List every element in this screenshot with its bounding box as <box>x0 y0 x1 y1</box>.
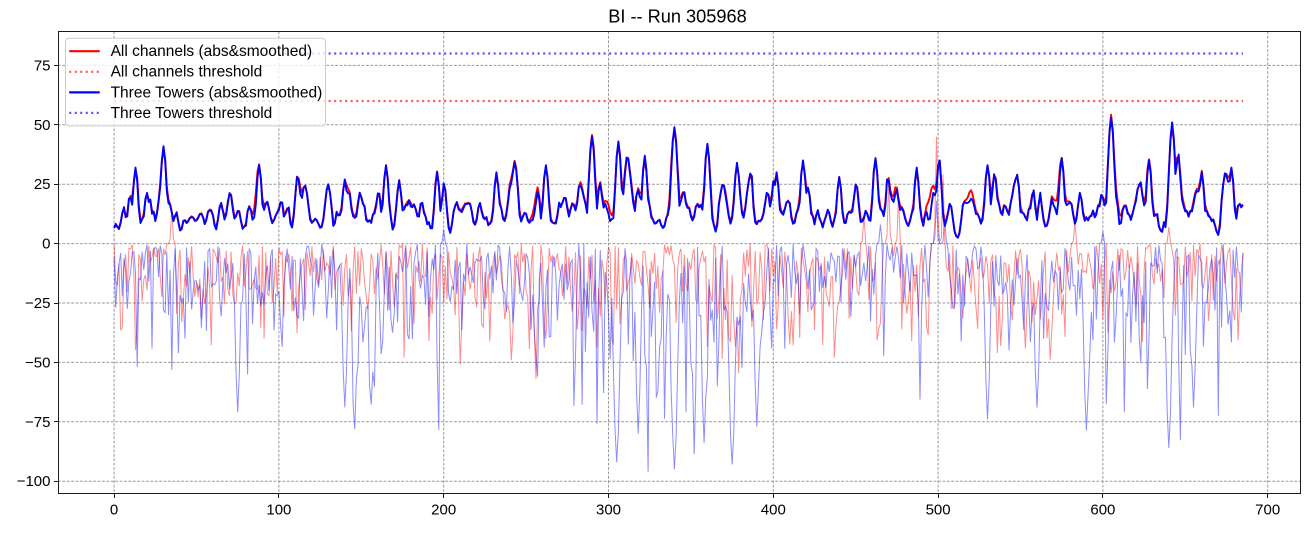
svg-text:−75: −75 <box>25 414 50 431</box>
svg-text:50: 50 <box>34 117 51 134</box>
svg-text:−50: −50 <box>25 354 50 371</box>
svg-text:Three Towers (abs&smoothed): Three Towers (abs&smoothed) <box>111 84 323 101</box>
svg-text:500: 500 <box>926 502 951 519</box>
svg-text:600: 600 <box>1090 502 1115 519</box>
svg-text:0: 0 <box>110 502 118 519</box>
svg-text:0: 0 <box>42 236 50 253</box>
svg-text:All channels (abs&smoothed): All channels (abs&smoothed) <box>111 43 313 60</box>
svg-text:700: 700 <box>1255 502 1280 519</box>
svg-text:All channels threshold: All channels threshold <box>111 64 263 81</box>
svg-text:400: 400 <box>761 502 786 519</box>
svg-text:Three Towers threshold: Three Towers threshold <box>111 105 273 122</box>
svg-text:75: 75 <box>34 57 51 74</box>
svg-text:−25: −25 <box>25 295 50 312</box>
svg-text:BI -- Run 305968: BI -- Run 305968 <box>608 7 747 27</box>
svg-text:200: 200 <box>431 502 456 519</box>
svg-text:−100: −100 <box>17 473 51 490</box>
svg-text:25: 25 <box>34 176 51 193</box>
svg-text:100: 100 <box>266 502 291 519</box>
svg-text:300: 300 <box>596 502 621 519</box>
